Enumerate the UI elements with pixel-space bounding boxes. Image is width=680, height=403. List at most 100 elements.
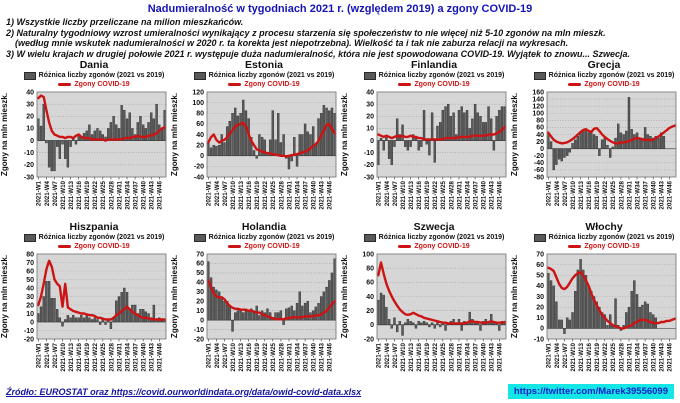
svg-text:-10: -10: [24, 150, 34, 157]
svg-text:2021-W31: 2021-W31: [286, 180, 293, 209]
svg-text:2021-W16: 2021-W16: [586, 342, 593, 371]
svg-text:0: 0: [370, 138, 374, 145]
svg-text:2021-W7: 2021-W7: [222, 342, 229, 368]
source-link[interactable]: Źródło: EUROSTAT oraz https://covid.ourw…: [6, 386, 362, 397]
svg-text:2021-W28: 2021-W28: [108, 180, 115, 209]
svg-text:-20: -20: [24, 162, 34, 169]
svg-text:2021-W25: 2021-W25: [440, 180, 447, 209]
svg-text:-20: -20: [194, 336, 204, 343]
svg-text:120: 120: [532, 103, 544, 110]
svg-text:Zgony na mln mieszk.: Zgony na mln mieszk.: [340, 93, 349, 176]
svg-text:100: 100: [532, 111, 544, 118]
svg-text:2021-W4: 2021-W4: [214, 180, 221, 206]
legend-bars: Różnica liczby zgonów (2021 vs 2019): [510, 233, 680, 242]
svg-text:100: 100: [362, 251, 374, 258]
svg-text:2021-W7: 2021-W7: [562, 342, 569, 368]
covid-line-legend-icon: [568, 245, 582, 248]
svg-text:2021-W46: 2021-W46: [497, 180, 504, 209]
legend-bars-label: Różnica liczby zgonów (2021 vs 2019): [38, 72, 165, 79]
svg-text:0: 0: [30, 138, 34, 145]
svg-text:40: 40: [366, 294, 374, 301]
bars-legend-icon: [363, 71, 376, 80]
legend-bars: Różnica liczby zgonów (2021 vs 2019): [170, 233, 340, 242]
svg-text:2021-W19: 2021-W19: [254, 180, 261, 209]
legend-bars: Różnica liczby zgonów (2021 vs 2019): [0, 233, 170, 242]
svg-text:0: 0: [540, 326, 544, 333]
legend-line-label: Zgony COVID-19: [74, 243, 130, 250]
svg-text:2021-W10: 2021-W10: [570, 342, 577, 371]
legend-line: Zgony COVID-19: [340, 242, 510, 251]
svg-text:2021-W46: 2021-W46: [667, 342, 674, 371]
svg-text:70: 70: [196, 251, 204, 258]
legend-line-label: Zgony COVID-19: [414, 81, 470, 88]
svg-text:2021-W22: 2021-W22: [432, 180, 439, 209]
svg-text:2021-W46: 2021-W46: [327, 342, 334, 371]
svg-text:2021-W31: 2021-W31: [456, 342, 463, 371]
bars-legend-icon: [533, 71, 546, 80]
svg-text:60: 60: [536, 125, 544, 132]
svg-text:30: 30: [366, 101, 374, 108]
svg-text:2021-W31: 2021-W31: [626, 180, 633, 209]
chart-panel-estonia: Estonia Różnica liczby zgonów (2021 vs 2…: [170, 59, 340, 221]
svg-text:2021-W1: 2021-W1: [36, 342, 43, 368]
svg-text:160: 160: [532, 89, 544, 96]
svg-text:2021-W34: 2021-W34: [294, 342, 301, 371]
header: Nadumieralność w tygodniach 2021 r. (wzg…: [0, 0, 680, 59]
svg-text:2021-W46: 2021-W46: [327, 180, 334, 209]
svg-text:2021-W10: 2021-W10: [60, 342, 67, 371]
svg-text:2021-W34: 2021-W34: [464, 342, 471, 371]
twitter-link[interactable]: https://twitter.com/Marek39556099: [507, 384, 674, 399]
svg-text:2021-W31: 2021-W31: [116, 342, 123, 371]
svg-text:0: 0: [30, 319, 34, 326]
svg-text:-20: -20: [364, 336, 374, 343]
svg-text:2021-W25: 2021-W25: [100, 342, 107, 371]
bars-legend-icon: [193, 233, 206, 242]
svg-text:2021-W28: 2021-W28: [448, 342, 455, 371]
svg-text:2021-W28: 2021-W28: [278, 342, 285, 371]
svg-text:50: 50: [536, 273, 544, 280]
svg-text:2021-W25: 2021-W25: [440, 342, 447, 371]
svg-text:60: 60: [366, 280, 374, 287]
chart-panel-grecja: Grecja Różnica liczby zgonów (2021 vs 20…: [510, 59, 680, 221]
note-line-2b: (według mnie wskutek nadumieralności w 2…: [15, 38, 569, 48]
svg-text:2021-W40: 2021-W40: [311, 342, 318, 371]
svg-text:Zgony na mln mieszk.: Zgony na mln mieszk.: [340, 255, 349, 338]
svg-text:30: 30: [26, 294, 34, 301]
svg-text:40: 40: [196, 132, 204, 139]
svg-text:2021-W22: 2021-W22: [262, 342, 269, 371]
svg-text:2021-W4: 2021-W4: [214, 342, 221, 368]
note-line-3: 3) W wielu krajach w drugiej połowie 202…: [6, 48, 630, 59]
svg-text:20: 20: [536, 139, 544, 146]
covid-line-legend-icon: [228, 245, 242, 248]
legend-bars-label: Różnica liczby zgonów (2021 vs 2019): [548, 72, 675, 79]
svg-text:2021-W22: 2021-W22: [432, 342, 439, 371]
svg-text:Zgony na mln mieszk.: Zgony na mln mieszk.: [170, 255, 179, 338]
svg-text:20: 20: [366, 308, 374, 315]
svg-text:-10: -10: [364, 150, 374, 157]
svg-text:50: 50: [26, 277, 34, 284]
legend-bars-label: Różnica liczby zgonów (2021 vs 2019): [548, 234, 675, 241]
svg-text:2021-W31: 2021-W31: [626, 342, 633, 371]
svg-text:2021-W34: 2021-W34: [634, 342, 641, 371]
svg-text:2021-W31: 2021-W31: [456, 180, 463, 209]
svg-text:2021-W40: 2021-W40: [651, 342, 658, 371]
svg-text:80: 80: [26, 251, 34, 258]
legend-line: Zgony COVID-19: [0, 242, 170, 251]
chart-panel-holandia: Holandia Różnica liczby zgonów (2021 vs …: [170, 221, 340, 383]
svg-text:40: 40: [536, 283, 544, 290]
legend-line: Zgony COVID-19: [0, 80, 170, 89]
chart-title: Estonia: [245, 59, 283, 71]
svg-text:2021-W13: 2021-W13: [578, 180, 585, 209]
svg-text:2021-W31: 2021-W31: [286, 342, 293, 371]
bars-legend-icon: [363, 233, 376, 242]
svg-text:-20: -20: [364, 162, 374, 169]
svg-text:0: 0: [200, 317, 204, 324]
svg-text:2021-W25: 2021-W25: [610, 342, 617, 371]
legend-bars: Różnica liczby zgonów (2021 vs 2019): [0, 71, 170, 80]
svg-text:2021-W37: 2021-W37: [643, 342, 650, 371]
svg-text:60: 60: [196, 121, 204, 128]
